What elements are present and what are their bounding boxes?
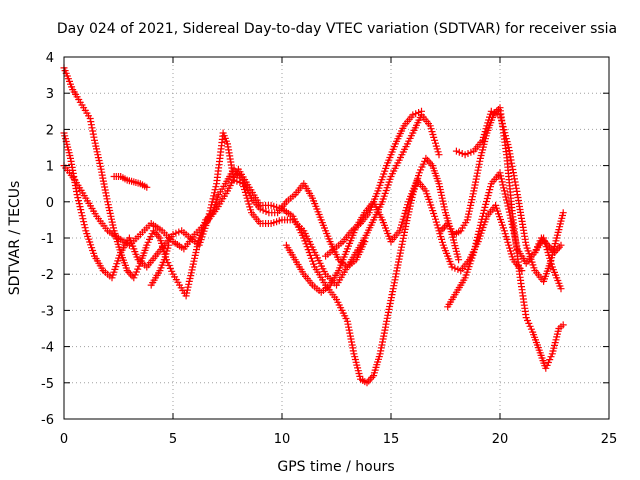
y-tick-labels: -6 -5 -4 -3 -2 -1 0 1 2 3 4 bbox=[41, 51, 54, 428]
data-points bbox=[531, 234, 565, 256]
y-tick-label: 0 bbox=[46, 196, 54, 211]
x-tick-label: 15 bbox=[383, 432, 400, 447]
y-tick-label: 2 bbox=[46, 123, 54, 138]
series-track-k bbox=[531, 234, 565, 256]
series-track-e bbox=[147, 241, 173, 289]
x-axis-label: GPS time / hours bbox=[277, 459, 394, 475]
y-tick-label: 4 bbox=[46, 51, 54, 66]
series-track-j bbox=[322, 107, 425, 260]
x-tick-label: 20 bbox=[492, 432, 509, 447]
series-track-c bbox=[60, 154, 463, 387]
y-tick-label: 3 bbox=[46, 87, 54, 102]
data-points bbox=[147, 241, 173, 289]
data-points bbox=[322, 107, 425, 260]
x-tick-label: 5 bbox=[169, 432, 177, 447]
x-tick-label: 10 bbox=[274, 432, 291, 447]
x-tick-label: 0 bbox=[60, 432, 68, 447]
series-track-d bbox=[110, 173, 151, 191]
series-track-b bbox=[60, 64, 369, 300]
data-points bbox=[60, 64, 369, 300]
y-tick-label: -4 bbox=[41, 341, 54, 356]
axis-ticks bbox=[63, 56, 610, 420]
y-tick-label: -2 bbox=[41, 268, 54, 283]
grid bbox=[64, 57, 609, 419]
y-axis-label: SDTVAR / TECUs bbox=[7, 181, 23, 296]
y-tick-label: -5 bbox=[41, 377, 54, 392]
chart-title: Day 024 of 2021, Sidereal Day-to-day VTE… bbox=[57, 21, 617, 37]
data-series bbox=[60, 64, 567, 387]
data-points bbox=[60, 154, 463, 387]
x-tick-labels: 0 5 10 15 20 25 bbox=[60, 432, 617, 447]
data-points bbox=[110, 173, 151, 191]
y-tick-label: -6 bbox=[41, 413, 54, 428]
x-tick-label: 25 bbox=[601, 432, 618, 447]
y-tick-label: -1 bbox=[41, 232, 54, 247]
y-tick-label: 1 bbox=[46, 160, 54, 175]
y-tick-label: -3 bbox=[41, 304, 54, 319]
